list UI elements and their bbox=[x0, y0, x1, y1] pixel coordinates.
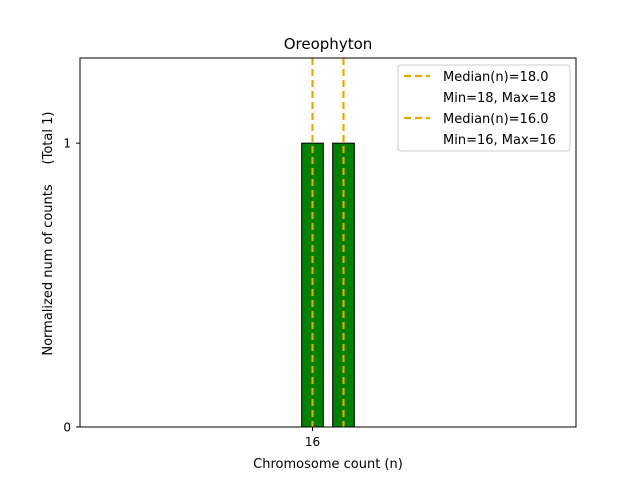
y-tick-label-0: 0 bbox=[63, 421, 71, 435]
x-axis-label: Chromosome count (n) bbox=[253, 457, 403, 472]
legend-box bbox=[397, 64, 571, 152]
legend: Median(n)=18.0 Min=18, Max=18 Median(n)=16… bbox=[397, 64, 571, 152]
chart-title: Oreophyton bbox=[284, 35, 373, 53]
legend-label-0: Median(n)=18.0 bbox=[443, 70, 549, 85]
y-tick-label-1: 1 bbox=[63, 137, 71, 151]
legend-label-1: Median(n)=16.0 bbox=[443, 112, 549, 127]
plot-frame bbox=[79, 57, 577, 428]
legend-sublabel-1: Min=16, Max=16 bbox=[443, 133, 556, 148]
y-axis-label: Normalized num of counts bbox=[41, 184, 56, 355]
x-tick-label-0: 16 bbox=[305, 435, 320, 449]
y-axis-total-label: (Total 1) bbox=[41, 112, 56, 165]
legend-sublabel-0: Min=18, Max=18 bbox=[443, 91, 556, 106]
